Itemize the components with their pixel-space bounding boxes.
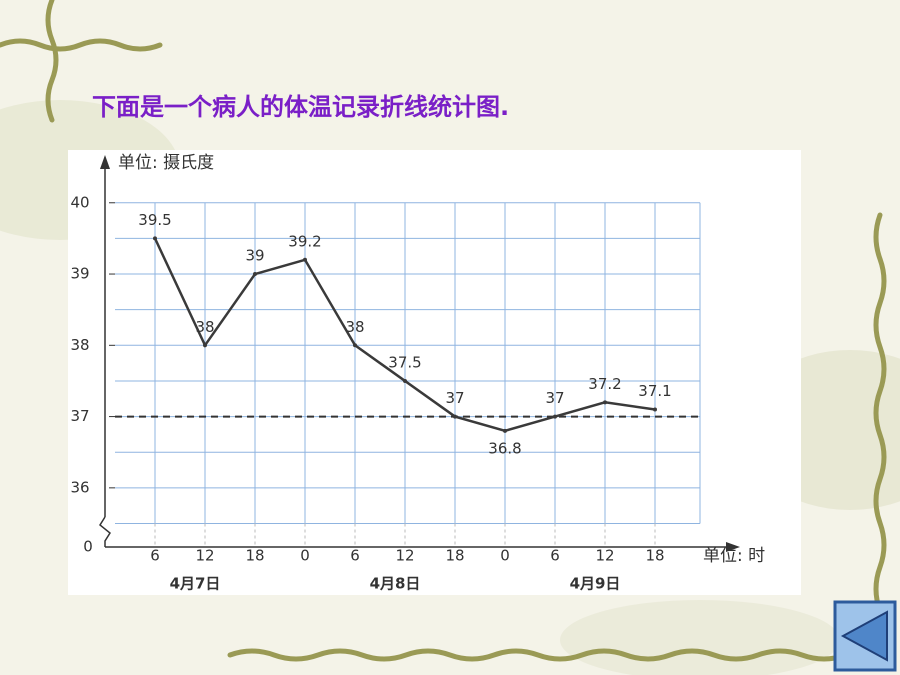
- y-tick-label: 39: [70, 265, 89, 283]
- data-label: 39.5: [138, 211, 171, 229]
- vine-border: [0, 0, 887, 662]
- data-label: 37: [445, 389, 464, 407]
- y-tick-label: 36: [70, 478, 89, 496]
- x-axis-arrow: [726, 542, 740, 552]
- vine: [0, 38, 163, 52]
- x-group-label: 4月8日: [370, 575, 421, 593]
- data-label: 39: [245, 247, 264, 265]
- y-tick-label: 40: [70, 193, 89, 211]
- data-label: 39.2: [288, 232, 321, 250]
- data-point: [253, 272, 257, 277]
- slide-title: 下面是一个病人的体温记录折线统计图.: [92, 93, 509, 121]
- x-tick-label: 18: [645, 547, 664, 565]
- data-point: [553, 414, 557, 419]
- vine: [873, 212, 887, 614]
- x-axis-label: 单位: 时: [703, 546, 765, 566]
- data-label: 37.1: [638, 382, 671, 400]
- data-label: 37.5: [388, 353, 421, 371]
- data-label: 37.2: [588, 375, 621, 393]
- data-label: 36.8: [488, 439, 521, 457]
- nav-button[interactable]: [833, 600, 897, 672]
- data-label: 38: [345, 318, 364, 336]
- data-point: [503, 428, 507, 433]
- y-axis-label: 单位: 摄氏度: [118, 153, 214, 173]
- data-label: 38: [195, 318, 214, 336]
- data-point: [403, 378, 407, 383]
- x-tick-label: 0: [500, 547, 510, 565]
- data-label: 37: [545, 389, 564, 407]
- x-tick-label: 18: [245, 547, 264, 565]
- x-tick-label: 6: [150, 547, 160, 565]
- nav-back-arrow[interactable]: [840, 610, 888, 662]
- vine: [227, 648, 849, 662]
- data-point: [303, 257, 307, 262]
- axis-break: [99, 516, 111, 547]
- data-point: [603, 400, 607, 405]
- data-point: [453, 414, 457, 419]
- x-tick-label: 12: [195, 547, 214, 565]
- y-tick-label: 38: [70, 336, 89, 354]
- x-tick-label: 0: [300, 547, 310, 565]
- x-tick-label: 12: [395, 547, 414, 565]
- chart-area: [68, 150, 801, 595]
- y-break-label: 0: [83, 538, 93, 556]
- x-tick-label: 6: [550, 547, 560, 565]
- x-tick-label: 12: [595, 547, 614, 565]
- y-tick-label: 37: [70, 407, 89, 425]
- data-point: [353, 343, 357, 348]
- y-axis-arrow: [100, 155, 110, 169]
- x-tick-label: 6: [350, 547, 360, 565]
- data-point: [153, 236, 157, 241]
- x-tick-label: 18: [445, 547, 464, 565]
- data-point: [203, 343, 207, 348]
- x-group-label: 4月9日: [570, 575, 621, 593]
- x-group-label: 4月7日: [170, 575, 221, 593]
- vine: [45, 0, 59, 123]
- data-point: [653, 407, 657, 412]
